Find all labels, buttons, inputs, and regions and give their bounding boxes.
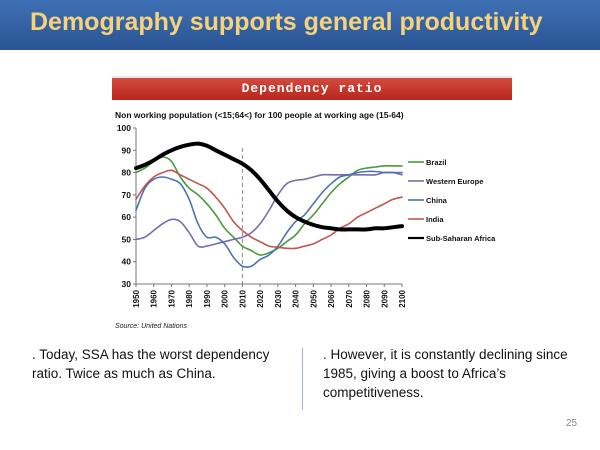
x-tick-label: 2090 [380,289,389,307]
y-tick-label: 30 [122,279,132,289]
x-tick-label: 1990 [203,289,212,307]
x-tick-label: 2050 [309,289,318,307]
x-tick-label: 2030 [274,289,283,307]
chart-banner: Dependency ratio [112,76,512,100]
series-line-sub-saharan-africa [134,141,404,232]
y-tick-label: 80 [122,168,132,178]
x-tick-label: 2060 [327,289,336,307]
x-tick-label: 2000 [221,289,230,307]
legend-label-brazil: Brazil [426,158,446,167]
y-tick-label: 100 [117,123,131,133]
y-tick-label: 90 [122,145,132,155]
x-tick-label: 2080 [363,289,372,307]
page-number: 25 [566,418,578,429]
x-tick-label: 1980 [185,289,194,307]
dependency-ratio-chart: 30 40 50 60 70 80 90 100 1950 1960 1970 1980 1990 200… [117,123,496,308]
column-divider [302,348,303,410]
title-bar: Demography supports general productivity [0,0,600,50]
chart-title: Non working population (<15;64<) for 100… [115,110,404,120]
x-tick-label: 1960 [150,289,159,307]
legend-label-western-europe: Western Europe [426,177,483,186]
x-tick-label: 2010 [238,289,247,307]
legend-label-sub-saharan-africa: Sub-Saharan Africa [426,234,496,243]
series-line-brazil [135,156,403,256]
series-line-china [135,170,403,268]
series-line-india [135,169,403,250]
y-tick-label: 60 [122,212,132,222]
x-tick-label: 2020 [256,289,265,307]
legend-label-china: China [426,196,448,205]
y-tick-label: 50 [122,234,132,244]
x-tick-label: 2100 [398,289,407,307]
x-tick-label: 1970 [167,289,176,307]
x-tick-label: 2070 [345,289,354,307]
chart-source: Source: United Nations [115,323,187,330]
x-tick-label: 1950 [132,289,141,307]
series-line-western-europe [135,171,403,248]
left-text: . Today, SSA has the worst dependency ra… [32,347,270,381]
y-tick-label: 70 [122,190,132,200]
chart-banner-text: Dependency ratio [241,81,383,96]
legend-label-india: India [426,215,444,224]
slide-title: Demography supports general productivity [30,8,543,36]
y-tick-label: 40 [122,257,132,267]
x-tick-label: 2040 [292,289,301,307]
right-text: . However, it is constantly declining si… [323,347,568,400]
